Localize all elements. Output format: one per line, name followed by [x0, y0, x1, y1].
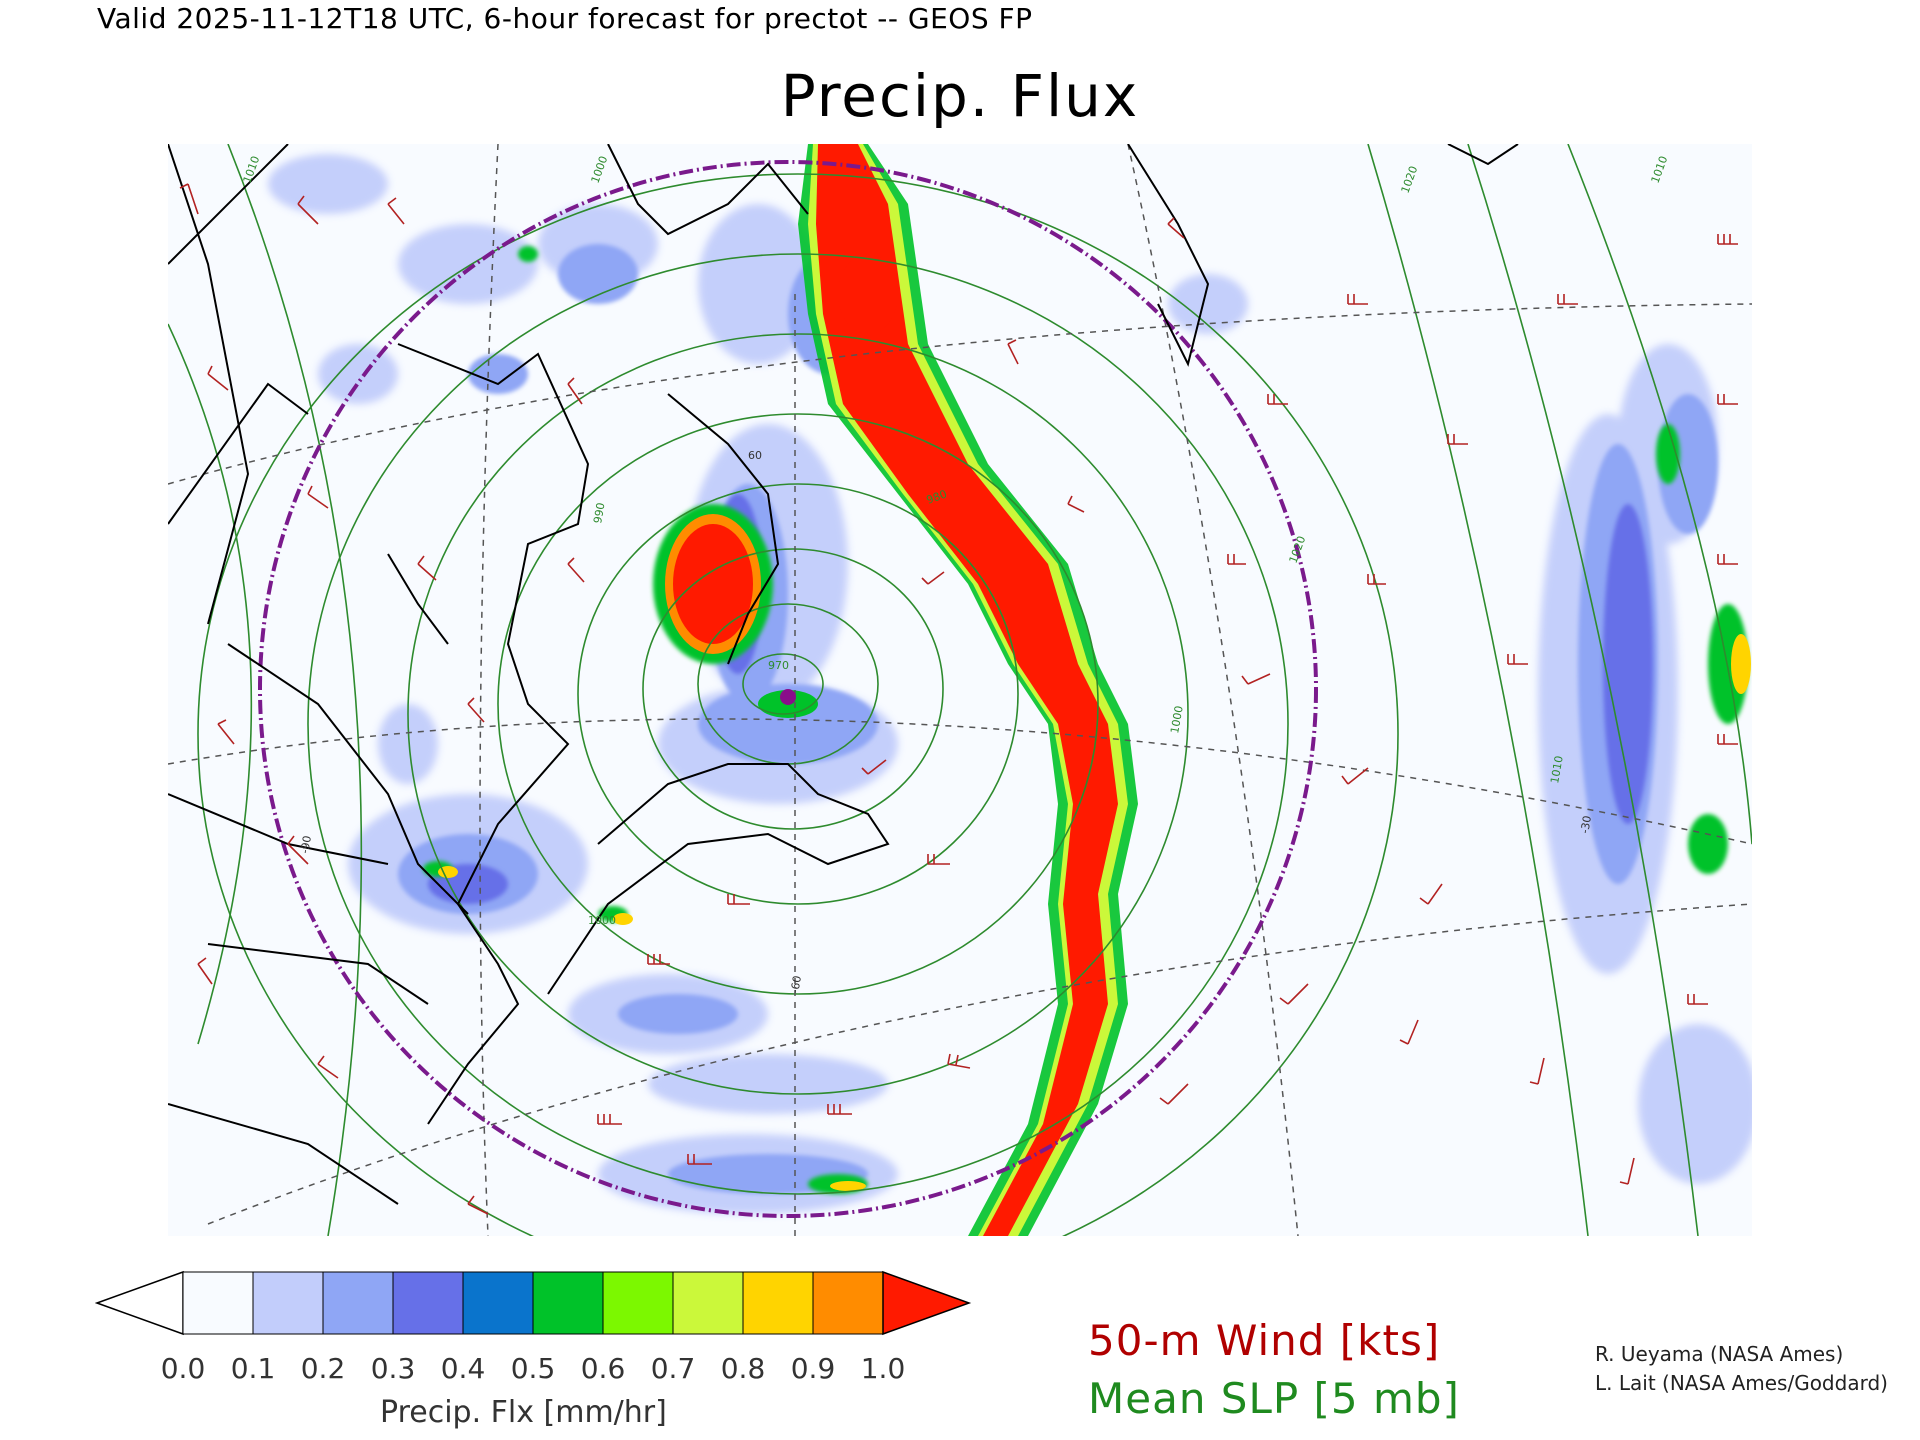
contour-label: 1010	[241, 154, 263, 185]
range-ring	[258, 160, 1318, 1218]
credit-line-2: L. Lait (NASA Ames/Goddard)	[1595, 1371, 1888, 1395]
colorbar-swatch	[812, 1271, 884, 1335]
graticule-label: -30	[1578, 815, 1594, 835]
contour-label: 1000	[589, 154, 611, 185]
colorbar-tick-label: 0.1	[230, 1352, 276, 1385]
colorbar-title: Precip. Flx [mm/hr]	[380, 1395, 667, 1430]
contour-label: 970	[768, 659, 789, 672]
graticule-label: 60	[748, 449, 762, 462]
colorbar-min-arrow	[94, 1270, 184, 1336]
colorbar-tick-label: 0.6	[580, 1352, 626, 1385]
contour-label: 1020	[1399, 164, 1421, 195]
wind-barbs	[179, 183, 1738, 1215]
colorbar-tick-label: 0.4	[440, 1352, 486, 1385]
wind-legend: 50-m Wind [kts]	[1088, 1316, 1441, 1365]
credit-line-1: R. Ueyama (NASA Ames)	[1595, 1342, 1844, 1366]
forecast-valid-header: Valid 2025-11-12T18 UTC, 6-hour forecast…	[97, 2, 1033, 35]
contour-label: 1020	[1287, 534, 1309, 565]
precip-colorbar	[94, 1262, 975, 1342]
colorbar-swatch	[742, 1271, 814, 1335]
storm-center-marker	[780, 689, 796, 705]
colorbar-swatch	[252, 1271, 324, 1335]
contour-label: 1000	[588, 914, 616, 927]
colorbar-tick-label: 0.5	[510, 1352, 556, 1385]
colorbar-swatch	[462, 1271, 534, 1335]
colorbar-tick-label: 1.0	[860, 1352, 906, 1385]
map-title: Precip. Flux	[780, 62, 1140, 130]
graticule-label: -60	[788, 975, 804, 995]
colorbar-tick-label: 0.9	[790, 1352, 836, 1385]
slp-legend: Mean SLP [5 mb]	[1088, 1374, 1460, 1423]
map-canvas: 1010 1000 990 980 970 1020 1010 1000 102…	[168, 144, 1752, 1236]
contour-label: 990	[591, 502, 607, 525]
colorbar-swatch	[672, 1271, 744, 1335]
colorbar-swatch	[532, 1271, 604, 1335]
colorbar-tick-label: 0.2	[300, 1352, 346, 1385]
colorbar-max-arrow	[882, 1270, 972, 1336]
colorbar-swatch	[602, 1271, 674, 1335]
colorbar-swatches	[94, 1270, 972, 1336]
slp-contours	[168, 144, 1752, 1236]
precip-field	[268, 144, 1752, 1236]
contour-label: 1010	[1649, 154, 1671, 185]
colorbar-tick-label: 0.0	[160, 1352, 206, 1385]
graticule	[168, 144, 1752, 1236]
colorbar-tick-label: 0.8	[720, 1352, 766, 1385]
colorbar-swatch	[392, 1271, 464, 1335]
colorbar-tick-label: 0.3	[370, 1352, 416, 1385]
contour-label: 1010	[1548, 755, 1566, 785]
colorbar-tick-label: 0.7	[650, 1352, 696, 1385]
graticule-label: -90	[298, 835, 314, 855]
contour-label: 1000	[1168, 705, 1186, 735]
colorbar-swatch	[322, 1271, 394, 1335]
colorbar-swatch	[182, 1271, 254, 1335]
forecast-map[interactable]: 1010 1000 990 980 970 1020 1010 1000 102…	[168, 144, 1752, 1236]
